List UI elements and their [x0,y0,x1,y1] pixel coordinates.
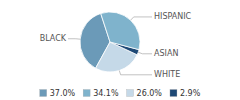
slice-label: ASIAN [154,49,178,58]
legend-label: 37.0% [50,89,76,98]
leader-line [119,71,152,75]
pie [80,12,140,72]
legend-swatch [40,90,47,97]
legend-swatch [83,90,90,97]
legend-label: 2.9% [180,89,201,98]
chart: BLACK WHITE ASIAN HISPANIC 37.0% 34.1% 26.0% 2.… [0,0,240,100]
legend-swatch [170,90,177,97]
slice-label: WHITE [154,70,180,79]
slice-labels: BLACK WHITE ASIAN HISPANIC [40,12,192,79]
legend-label: 34.1% [93,89,119,98]
leader-line [68,38,80,39]
legend-label: 26.0% [137,89,163,98]
slice-label: HISPANIC [154,12,192,21]
leader-line [138,52,152,54]
legend: 37.0% 34.1% 26.0% 2.9% [40,89,201,98]
leader-line [131,17,152,20]
slice [101,12,140,50]
legend-swatch [127,90,134,97]
slice-label: BLACK [40,34,67,43]
